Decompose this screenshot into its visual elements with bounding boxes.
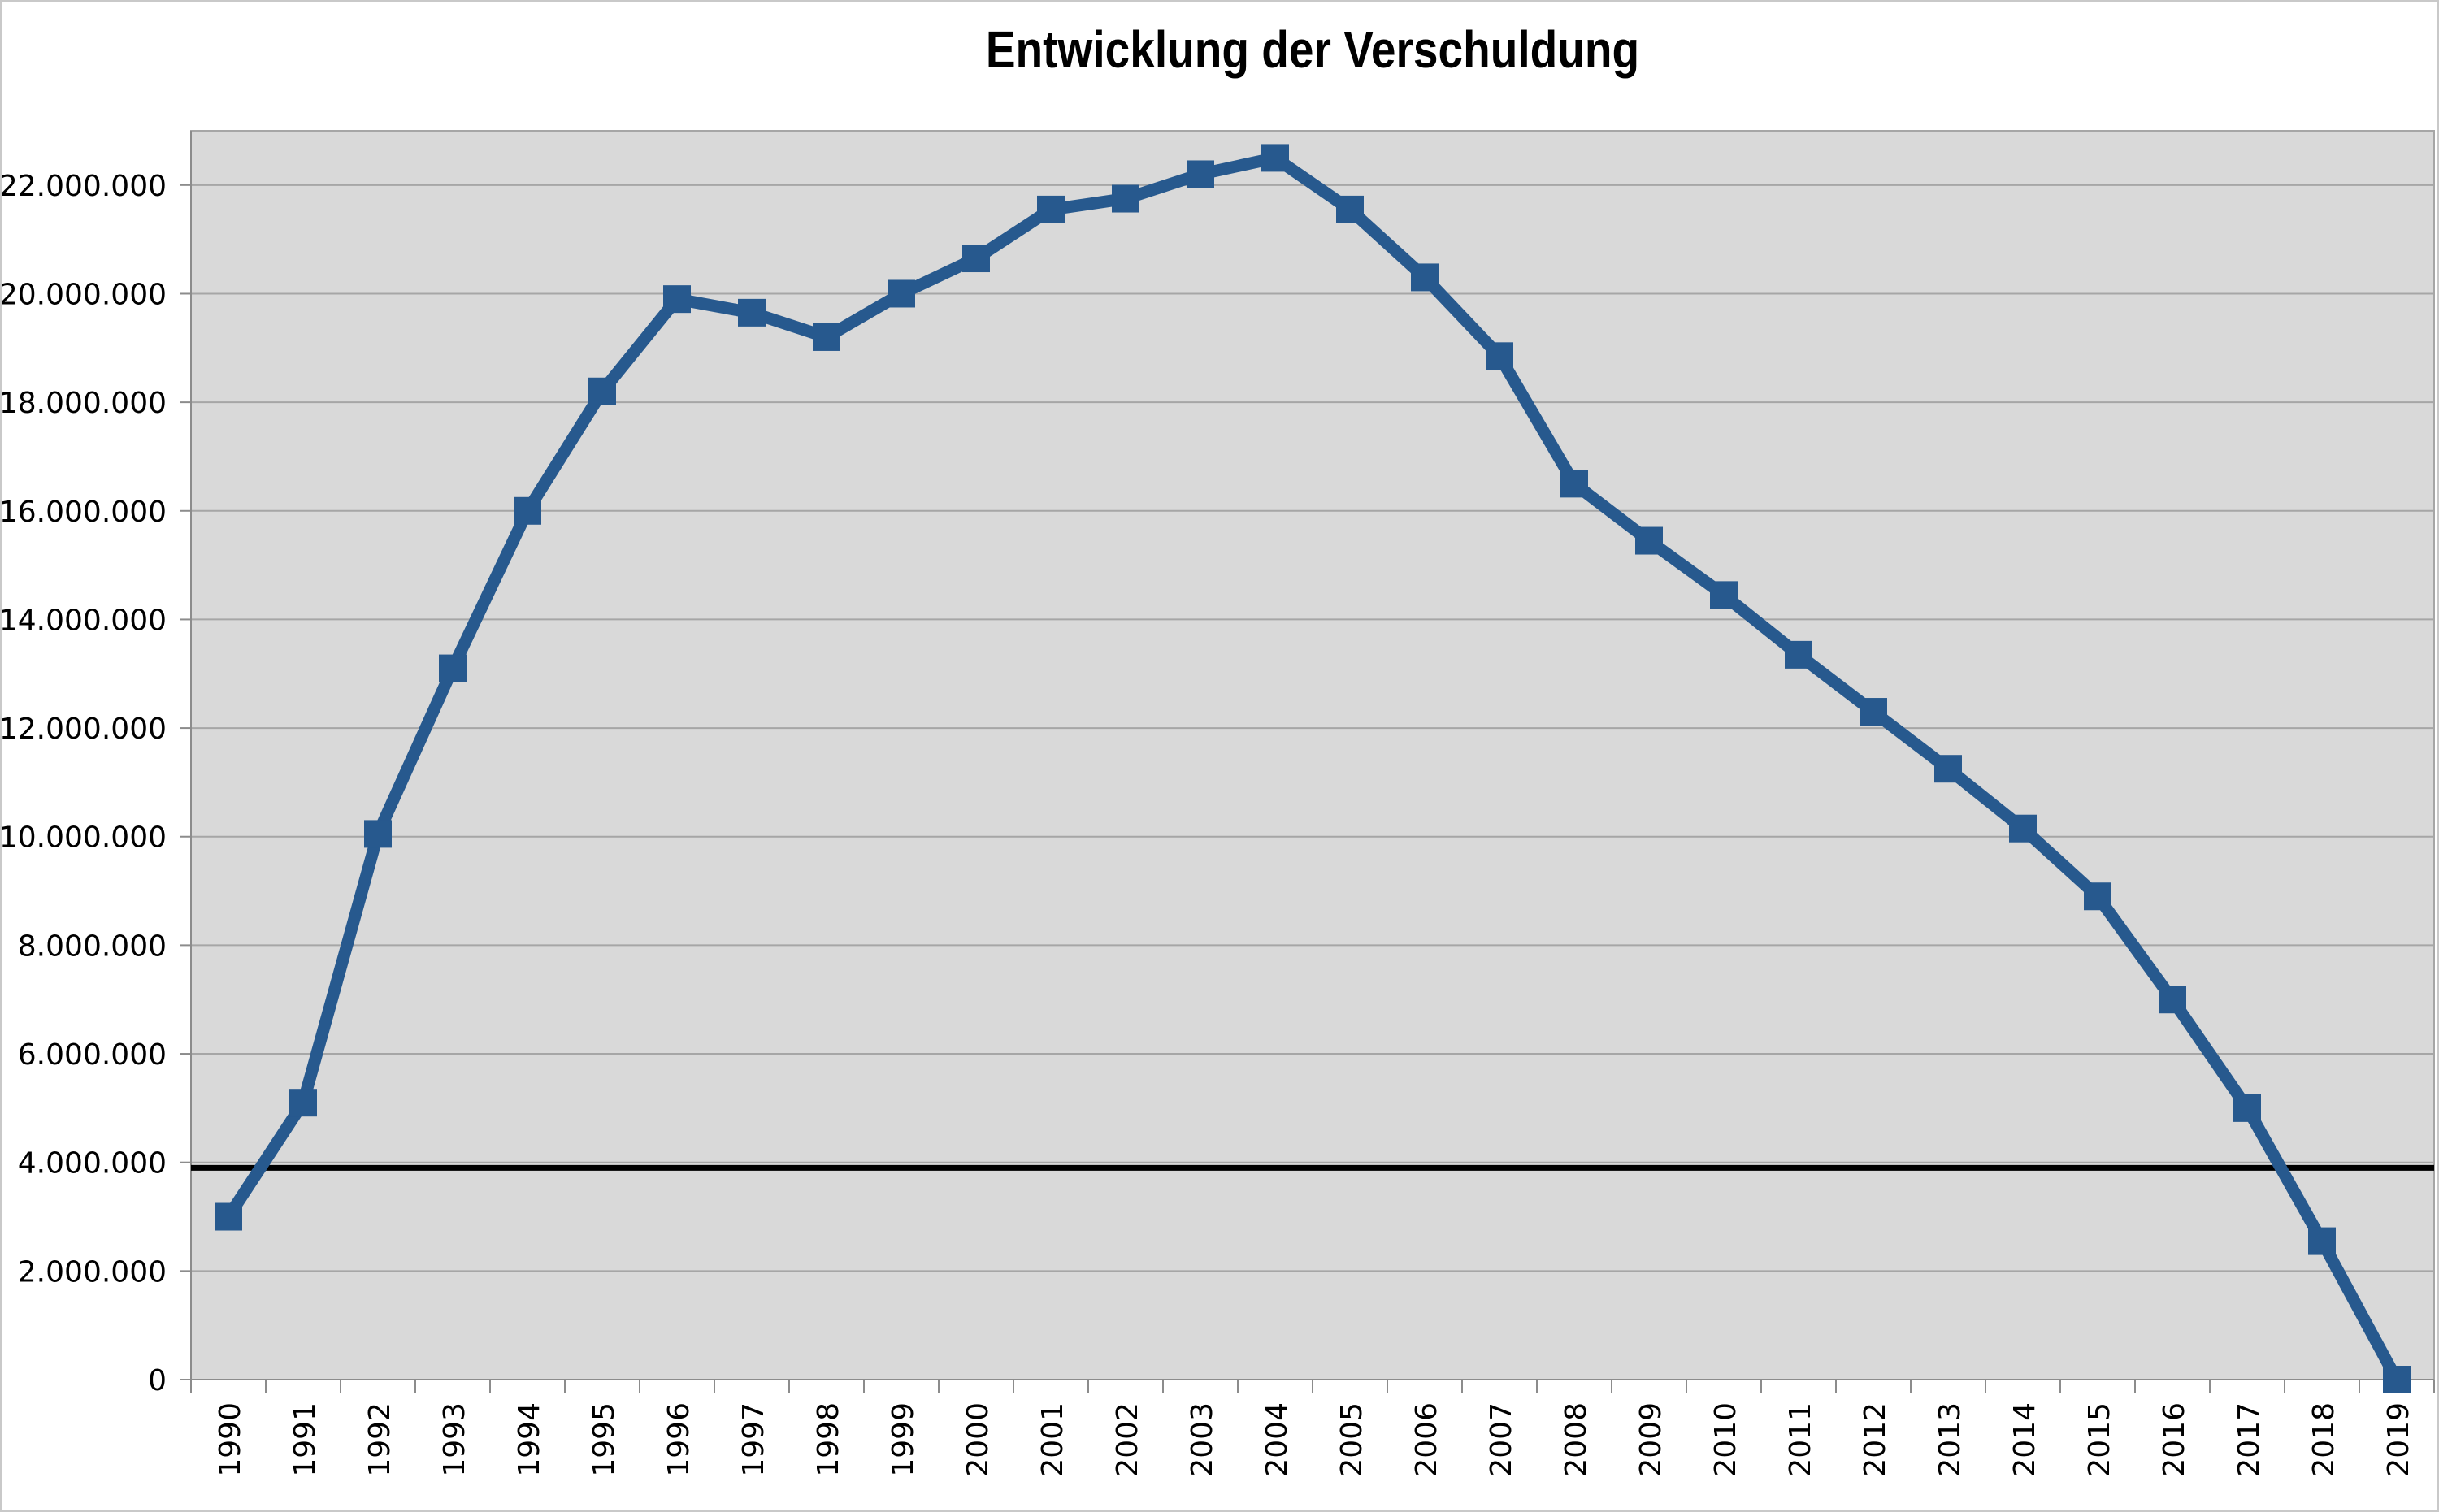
y-axis-tick-label: 14.000.000 — [2, 604, 167, 637]
data-point-marker — [1635, 526, 1663, 555]
data-point-marker — [2233, 1094, 2261, 1122]
data-point-marker — [738, 298, 766, 327]
data-point-marker — [813, 323, 840, 351]
x-axis-tick-label: 1990 — [214, 1402, 247, 1477]
data-point-marker — [962, 245, 990, 273]
y-axis-tick-label: 8.000.000 — [18, 929, 167, 963]
x-axis-tick-label: 1992 — [363, 1402, 397, 1477]
y-axis-tick-label: 20.000.000 — [2, 278, 167, 311]
x-axis-tick-label: 1991 — [289, 1402, 322, 1477]
y-axis-tick-label: 2.000.000 — [18, 1255, 167, 1289]
data-point-marker — [2308, 1227, 2336, 1255]
x-axis-tick-label: 1999 — [887, 1402, 920, 1477]
x-axis-tick-label: 2007 — [1485, 1402, 1518, 1477]
x-axis-tick-label: 1993 — [438, 1402, 471, 1477]
data-point-marker — [1336, 195, 1364, 223]
x-axis-tick-label: 1997 — [737, 1402, 770, 1477]
data-point-marker — [439, 654, 467, 682]
data-point-marker — [289, 1089, 317, 1117]
data-point-marker — [2084, 882, 2111, 911]
y-axis-tick-label: 18.000.000 — [2, 387, 167, 420]
x-axis-tick-label: 2010 — [1709, 1402, 1742, 1477]
data-point-marker — [2383, 1366, 2411, 1393]
x-axis-tick-label: 2018 — [2307, 1402, 2341, 1477]
data-point-marker — [1710, 581, 1738, 609]
x-axis-tick-label: 1998 — [812, 1402, 845, 1477]
data-point-marker — [1486, 342, 1513, 370]
data-point-marker — [514, 496, 541, 525]
x-axis-tick-label: 2009 — [1634, 1402, 1668, 1477]
y-axis-tick-label: 4.000.000 — [18, 1147, 167, 1181]
data-point-marker — [1560, 470, 1588, 498]
x-axis-tick-label: 2003 — [1186, 1402, 1219, 1477]
plot-area — [191, 131, 2434, 1380]
data-point-marker — [588, 377, 616, 405]
x-axis-tick-label: 2017 — [2233, 1402, 2266, 1477]
data-point-marker — [1411, 263, 1439, 292]
data-point-marker — [1261, 144, 1289, 172]
x-axis-tick-label: 2013 — [1933, 1402, 1967, 1477]
data-point-marker — [888, 279, 915, 308]
data-point-marker — [1187, 160, 1214, 188]
x-axis-tick-label: 2001 — [1036, 1402, 1070, 1477]
x-axis-tick-label: 2004 — [1261, 1402, 1294, 1477]
x-axis-tick-label: 2008 — [1560, 1402, 1593, 1477]
x-axis-tick-label: 2012 — [1859, 1402, 1892, 1477]
data-point-marker — [2009, 814, 2037, 843]
x-axis-tick-label: 2014 — [2008, 1402, 2042, 1477]
y-axis-tick-label: 0 — [148, 1364, 167, 1397]
data-point-marker — [364, 820, 392, 848]
x-axis-tick-label: 2005 — [1335, 1402, 1369, 1477]
x-axis-tick-label: 1994 — [513, 1402, 546, 1477]
x-axis-tick-label: 1996 — [662, 1402, 696, 1477]
y-axis-tick-label: 12.000.000 — [2, 713, 167, 746]
x-axis-tick-label: 2002 — [1111, 1402, 1144, 1477]
data-point-marker — [1860, 698, 1887, 726]
y-axis-tick-label: 10.000.000 — [2, 821, 167, 855]
data-point-marker — [1112, 184, 1139, 213]
data-point-marker — [215, 1202, 242, 1231]
x-axis-tick-label: 2000 — [961, 1402, 995, 1477]
data-point-marker — [1785, 640, 1812, 669]
x-axis-tick-label: 1995 — [588, 1402, 621, 1477]
y-axis-tick-label: 6.000.000 — [18, 1038, 167, 1072]
chart-title: Entwicklung der Verschuldung — [985, 20, 1640, 79]
data-point-marker — [2159, 986, 2186, 1014]
data-point-marker — [1934, 755, 1962, 783]
x-axis-tick-label: 2015 — [2083, 1402, 2116, 1477]
data-point-marker — [1037, 195, 1065, 223]
x-axis-tick-label: 2011 — [1784, 1402, 1817, 1477]
data-point-marker — [663, 285, 691, 314]
y-axis-tick-label: 16.000.000 — [2, 496, 167, 529]
x-axis-tick-label: 2019 — [2382, 1402, 2415, 1477]
x-axis-tick-label: 2006 — [1410, 1402, 1443, 1477]
x-axis-tick-label: 2016 — [2158, 1402, 2191, 1477]
y-axis-tick-label: 22.000.000 — [2, 170, 167, 203]
